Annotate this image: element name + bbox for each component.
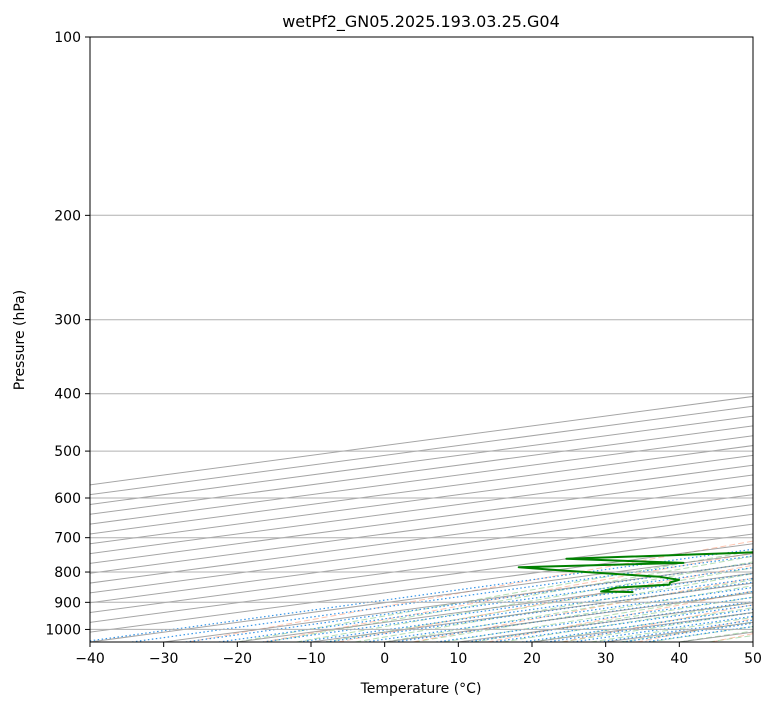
y-tick-label: 100 <box>54 30 81 46</box>
x-tick-label: 50 <box>744 651 762 667</box>
x-tick-label: −30 <box>149 651 179 667</box>
y-tick-label: 1000 <box>45 622 81 638</box>
y-tick-label: 400 <box>54 387 81 403</box>
isotherm-line <box>753 37 775 642</box>
x-tick-label: −40 <box>75 651 105 667</box>
x-tick-label: 20 <box>523 651 541 667</box>
x-tick-label: 10 <box>449 651 467 667</box>
x-axis-label: Temperature (°C) <box>360 681 482 697</box>
x-tick-label: −20 <box>223 651 253 667</box>
y-tick-label: 700 <box>54 531 81 547</box>
y-tick-label: 300 <box>54 313 81 329</box>
x-tick-label: −10 <box>296 651 326 667</box>
y-tick-label: 600 <box>54 491 81 507</box>
y-tick-label: 900 <box>54 595 81 611</box>
y-tick-label: 200 <box>54 208 81 224</box>
y-tick-label: 800 <box>54 565 81 581</box>
x-tick-label: 40 <box>670 651 688 667</box>
x-tick-label: 0 <box>380 651 389 667</box>
plot-background <box>90 37 753 642</box>
chart-title: wetPf2_GN05.2025.193.03.25.G04 <box>282 12 560 32</box>
y-axis-ticks: 100 200 300 400 500 600 700 800 900 1000 <box>45 30 90 638</box>
y-axis-label: Pressure (hPa) <box>12 290 28 390</box>
x-tick-label: 30 <box>597 651 615 667</box>
y-tick-label: 500 <box>54 444 81 460</box>
x-axis-ticks: −40 −30 −20 −10 0 10 20 30 40 50 <box>75 642 762 667</box>
